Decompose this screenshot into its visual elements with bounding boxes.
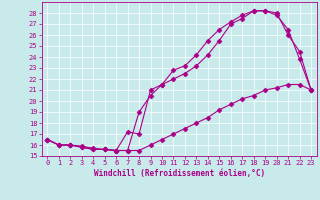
X-axis label: Windchill (Refroidissement éolien,°C): Windchill (Refroidissement éolien,°C): [94, 169, 265, 178]
